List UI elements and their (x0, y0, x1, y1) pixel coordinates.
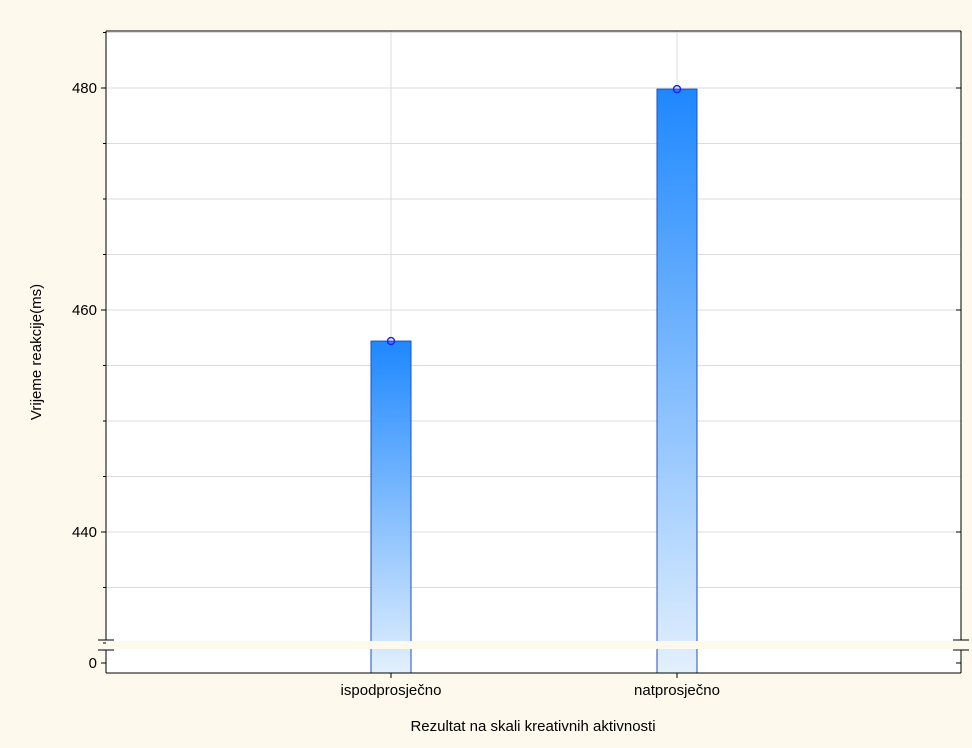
y-tick-label: 440 (72, 524, 97, 541)
bar-ispodprosječno (370, 340, 412, 674)
x-tick-label: ispodprosječno (341, 682, 442, 699)
y-tick-label: 480 (72, 80, 97, 97)
plot-frame (98, 30, 969, 674)
y-axis-title: Vrijeme reakcije(ms) (28, 284, 45, 420)
bars (370, 84, 698, 674)
x-tick-labels: ispodprosječno natprosječno (341, 673, 720, 699)
plot-background (106, 31, 961, 673)
bar-natprosječno (656, 88, 698, 674)
y-tick-label: 0 (89, 655, 97, 672)
x-tick-label: natprosječno (634, 682, 720, 699)
mean-marker-ispodprosječno (386, 336, 396, 346)
axis-break-band (98, 641, 970, 649)
x-axis-title: Rezultat na skali kreativnih aktivnosti (410, 718, 655, 735)
y-ticks: 0 440 460 480 (72, 32, 961, 672)
mean-marker-natprosječno (672, 84, 682, 94)
y-tick-label: 460 (72, 302, 97, 319)
